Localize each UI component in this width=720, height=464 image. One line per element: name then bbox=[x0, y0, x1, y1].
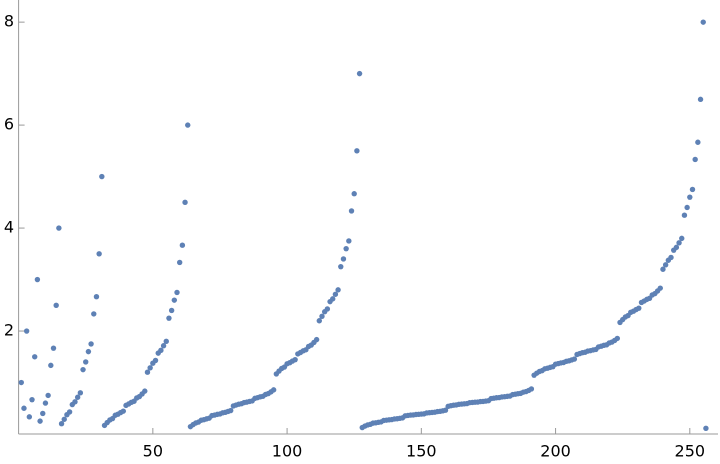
point bbox=[171, 297, 178, 303]
point bbox=[338, 263, 344, 270]
point bbox=[77, 390, 84, 396]
point bbox=[340, 256, 347, 262]
point bbox=[18, 379, 24, 386]
x-tick-label: 250 bbox=[675, 442, 706, 461]
point bbox=[56, 225, 62, 231]
y-tick-label: 2 bbox=[4, 321, 14, 340]
point bbox=[354, 148, 360, 154]
point bbox=[160, 343, 167, 349]
point bbox=[332, 291, 339, 297]
point bbox=[174, 289, 180, 296]
point bbox=[571, 356, 578, 362]
point bbox=[270, 387, 277, 393]
point bbox=[99, 173, 105, 180]
point bbox=[34, 276, 41, 283]
point bbox=[40, 410, 46, 417]
point bbox=[182, 199, 188, 206]
point bbox=[88, 341, 94, 347]
point bbox=[657, 285, 663, 291]
point bbox=[313, 336, 320, 343]
point bbox=[163, 338, 169, 345]
point bbox=[351, 191, 357, 197]
point bbox=[346, 238, 352, 244]
x-tick-label: 50 bbox=[143, 442, 163, 461]
point bbox=[166, 315, 172, 321]
point bbox=[324, 306, 331, 312]
point bbox=[695, 139, 701, 145]
point bbox=[356, 70, 363, 77]
point bbox=[168, 307, 175, 314]
point bbox=[66, 409, 73, 415]
point bbox=[120, 408, 127, 414]
point bbox=[703, 425, 709, 431]
point bbox=[74, 394, 81, 400]
point bbox=[72, 399, 78, 405]
point bbox=[330, 296, 336, 302]
y-tick-label: 6 bbox=[4, 115, 14, 134]
x-tick-label: 100 bbox=[272, 442, 303, 461]
point bbox=[343, 245, 349, 252]
point bbox=[142, 388, 148, 394]
point bbox=[528, 386, 535, 392]
point bbox=[96, 251, 102, 257]
point bbox=[662, 262, 669, 268]
point bbox=[660, 266, 666, 272]
point bbox=[93, 293, 100, 300]
point bbox=[689, 186, 696, 193]
y-tick-label: 4 bbox=[4, 218, 14, 237]
point bbox=[335, 287, 341, 293]
point bbox=[348, 208, 355, 214]
point bbox=[228, 407, 234, 414]
point bbox=[48, 362, 54, 369]
point bbox=[42, 400, 49, 406]
point bbox=[442, 407, 449, 413]
point bbox=[684, 204, 690, 211]
point bbox=[83, 359, 89, 365]
point bbox=[50, 345, 57, 351]
point bbox=[21, 405, 27, 411]
point bbox=[316, 318, 323, 324]
point bbox=[26, 414, 33, 420]
point bbox=[697, 96, 704, 103]
point bbox=[61, 416, 67, 422]
point bbox=[147, 365, 153, 371]
point bbox=[636, 305, 642, 311]
x-tick-label: 150 bbox=[406, 442, 437, 461]
y-tick-label: 8 bbox=[4, 12, 14, 31]
point bbox=[687, 194, 693, 200]
point bbox=[700, 19, 706, 25]
point bbox=[152, 357, 159, 364]
point bbox=[176, 259, 183, 266]
point bbox=[45, 392, 51, 399]
point bbox=[144, 369, 151, 375]
point bbox=[679, 235, 685, 242]
x-tick-label: 200 bbox=[540, 442, 571, 461]
point bbox=[80, 366, 86, 373]
point bbox=[23, 328, 30, 334]
point bbox=[292, 356, 298, 363]
point bbox=[692, 156, 698, 163]
point bbox=[37, 418, 43, 424]
point bbox=[673, 244, 680, 251]
point bbox=[58, 421, 65, 427]
point bbox=[185, 122, 191, 128]
point bbox=[53, 302, 59, 308]
point bbox=[681, 212, 688, 218]
point bbox=[676, 240, 682, 246]
point bbox=[668, 254, 674, 261]
point bbox=[614, 335, 621, 342]
point bbox=[85, 348, 92, 355]
point bbox=[32, 354, 38, 360]
point bbox=[158, 347, 164, 354]
point bbox=[179, 242, 186, 248]
point bbox=[29, 396, 35, 403]
point bbox=[91, 311, 97, 317]
point bbox=[319, 313, 325, 320]
